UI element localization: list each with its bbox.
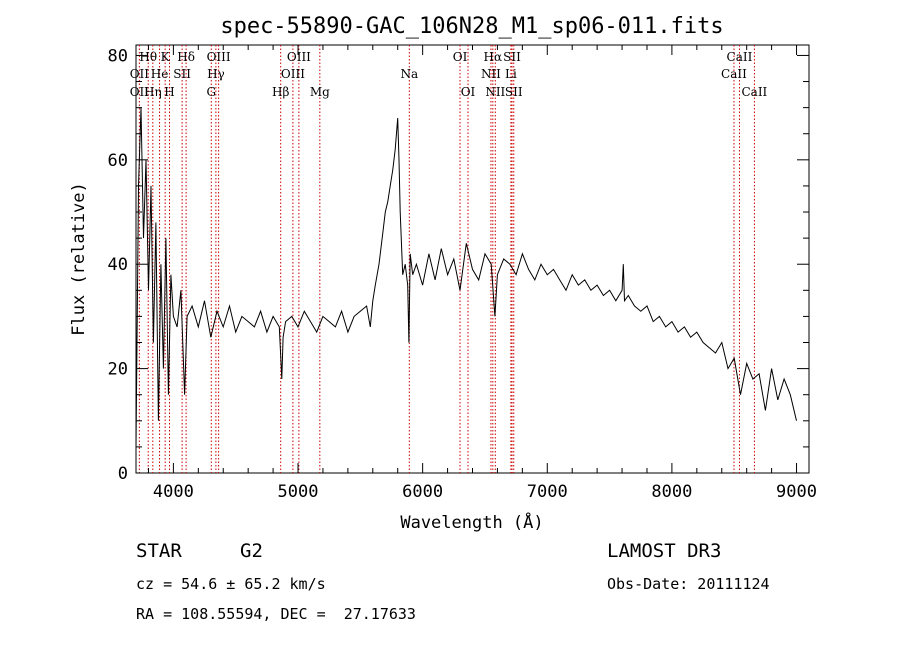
spectral-line-label: NII [485,85,505,99]
spectral-line-label: OI [453,50,468,64]
spectral-line-label: OI [461,85,476,99]
spectral-line-label: CaII [721,67,747,81]
spectral-line-label: Hβ [272,85,289,99]
y-tick-label: 40 [108,255,128,275]
redshift-velocity: cz = 54.6 ± 65.2 km/s [136,575,326,593]
spectral-line-label: SII [173,67,191,81]
spectral-line-label: CaII [741,85,767,99]
y-tick-label: 20 [108,360,128,380]
x-tick-label: 7000 [527,482,568,502]
object-subclass: G2 [240,540,263,562]
spectral-line-label: SII [503,50,521,64]
spectral-line-label: Hγ [207,67,225,81]
spectral-line-label: Hα [484,50,503,64]
observation-date: Obs-Date: 20111124 [607,575,770,593]
x-axis-ticks: 4000 5000 6000 7000 8000 9000 [147,45,817,502]
spectral-line-label: OIII [207,50,231,64]
x-tick-label: 8000 [651,482,692,502]
y-tick-label: 60 [108,151,128,171]
spectral-line-label: OIII [281,67,305,81]
x-tick-label: 6000 [402,482,443,502]
coordinates: RA = 108.55594, DEC = 27.17633 [136,605,416,623]
x-tick-label: 5000 [278,482,319,502]
survey-name: LAMOST DR3 [607,540,722,562]
x-tick-label: 4000 [153,482,194,502]
x-axis-label: Wavelength (Å) [400,511,543,533]
plot-frame [135,44,810,474]
spectral-line-label: G [206,85,216,99]
spectral-line-label: Hθ [139,50,157,64]
spectral-line-label: CaII [727,50,753,64]
object-class: STAR [136,540,182,562]
spectral-line-label: Mg [310,85,330,99]
spectral-line-label: OII [130,85,150,99]
spectral-line-label: OIII [287,50,311,64]
spectral-line-label: Na [400,67,418,81]
spectral-line-label: H [164,85,174,99]
spectral-line-label: He [151,67,169,81]
x-tick-label: 9000 [776,482,817,502]
spectral-line-markers [138,45,755,473]
spectral-line-label: Hη [144,85,162,99]
y-axis-label: Flux (relative) [69,182,89,336]
spectral-line-label: SII [505,85,523,99]
spectrum-line [135,107,797,447]
spectral-line-label: Hδ [177,50,195,64]
y-axis-ticks: 0 20 40 60 80 [108,46,809,484]
y-tick-label: 80 [108,46,128,66]
chart-title: spec-55890-GAC_106N28_M1_sp06-011.fits [220,14,723,39]
spectral-line-label: OII [130,67,150,81]
spectrum-chart: spec-55890-GAC_106N28_M1_sp06-011.fits O… [69,14,817,533]
spectral-line-label: Li [505,67,517,81]
y-tick-label: 0 [118,464,128,484]
spectral-line-label: NII [481,67,501,81]
spectral-line-label: K [161,50,171,64]
